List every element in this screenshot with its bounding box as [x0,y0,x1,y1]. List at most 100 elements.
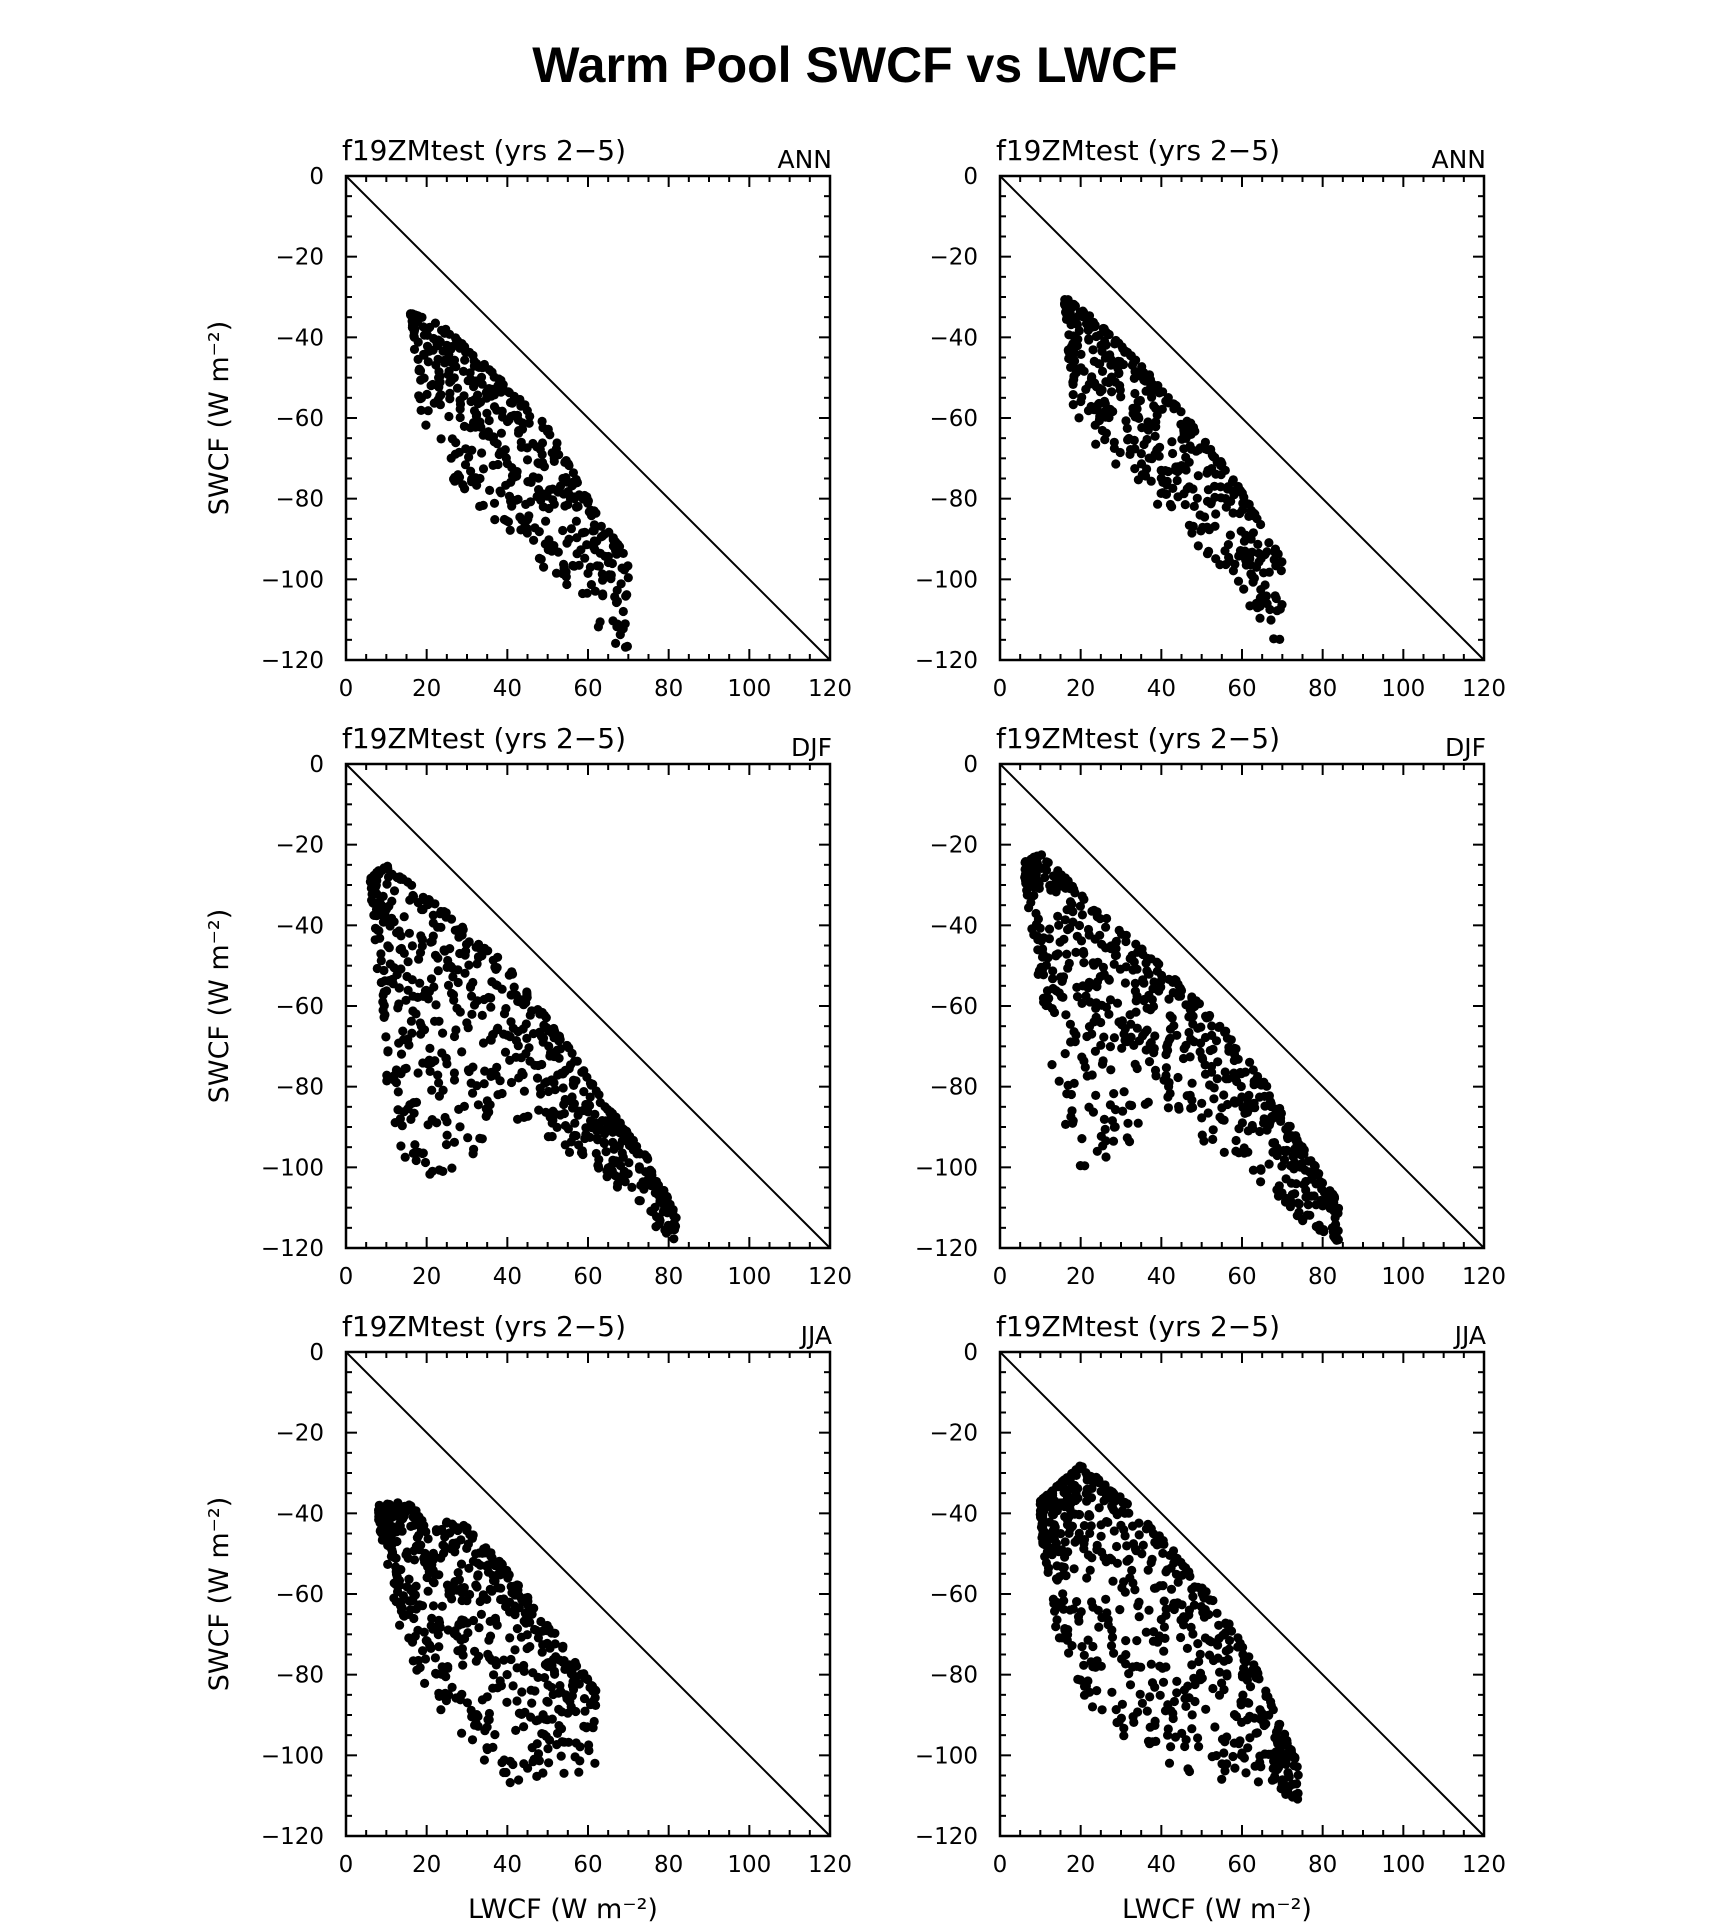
scatter-point [1211,1036,1222,1046]
scatter-point [506,1077,517,1088]
scatter-point [413,992,423,1003]
scatter-point [590,586,600,596]
scatter-point [1107,1687,1117,1697]
scatter-point [399,912,409,922]
scatter-point [1167,437,1177,447]
scatter-point [1111,944,1121,954]
x-tick-label: 120 [808,676,852,702]
scatter-point [452,383,463,393]
scatter-point [522,455,533,465]
scatter-point [1159,1596,1169,1606]
scatter-point [393,1105,403,1115]
scatter-point [556,1724,567,1734]
scatter-point [520,1597,530,1607]
scatter-point [1179,1620,1189,1630]
y-tick-label: −40 [929,1501,978,1527]
scatter-point [1082,1496,1092,1506]
scatter-point [1292,1762,1302,1772]
scatter-point [1160,1633,1170,1643]
scatter-point [1065,923,1075,933]
scatter-point [465,982,476,993]
scatter-point [552,1045,562,1055]
scatter-point [1189,1600,1199,1610]
scatter-point [1205,1595,1215,1605]
scatter-point [1067,881,1078,892]
scatter-point [396,964,406,974]
scatter-point [403,957,413,967]
scatter-point [1238,1642,1248,1652]
scatter-point [1115,1605,1125,1615]
scatter-point [1230,1098,1240,1108]
scatter-point [571,1738,581,1748]
scatter-point [441,1053,451,1063]
scatter-panel: 0 20 40 60 80 100 120 0 −20 −40 −60 −80 −100 −120 f19Z… [915,1310,1506,1925]
scatter-point [1177,1600,1187,1610]
scatter-point [1203,1108,1213,1118]
scatter-point [1287,1792,1298,1802]
scatter-point [505,1055,515,1065]
scatter-point [1300,1165,1310,1175]
scatter-point [420,1654,431,1664]
y-tick-label: 0 [309,1340,324,1366]
scatter-point [1058,1589,1068,1599]
scatter-point [1299,1180,1309,1190]
scatter-point [1100,353,1110,363]
scatter-point [415,978,425,988]
scatter-point [533,1633,544,1643]
scatter-point [1130,388,1140,399]
scatter-point [473,952,484,962]
scatter-point [400,1152,410,1162]
scatter-point [1193,1733,1203,1743]
scatter-point [1109,1122,1119,1132]
scatter-point [453,925,463,935]
season-label: ANN [1431,145,1486,174]
scatter-point [1239,492,1249,502]
scatter-point [392,1572,402,1582]
scatter-point [568,560,578,571]
scatter-point [1276,1116,1286,1126]
scatter-point [1067,1641,1077,1651]
scatter-point [1219,1748,1229,1758]
scatter-point [1263,1692,1273,1702]
scatter-point [1211,554,1221,564]
scatter-point [1163,1039,1173,1049]
scatter-point [1101,377,1111,387]
scatter-point [1181,1735,1191,1745]
scatter-point [654,1185,664,1195]
scatter-point [1153,381,1163,391]
scatter-point [1109,1526,1119,1536]
scatter-point [521,1048,531,1059]
scatter-point [1186,1622,1196,1632]
scatter-point [467,1735,478,1745]
scatter-point [538,1710,548,1720]
scatter-point [458,366,469,376]
scatter-point [506,477,516,487]
scatter-point [1323,1199,1333,1209]
scatter-point [1183,1681,1193,1691]
scatter-point [1208,1125,1218,1135]
scatter-point [1112,1541,1122,1552]
scatter-point [1195,1649,1205,1659]
scatter-point [1087,1702,1098,1712]
scatter-point [430,1016,440,1026]
scatter-point [456,1559,467,1569]
scatter-point [446,914,457,924]
season-label: DJF [1445,733,1486,762]
scatter-point [410,1590,420,1600]
scatter-point [1070,301,1080,311]
scatter-point [477,379,487,389]
scatter-point [395,1114,405,1124]
scatter-point [1231,1044,1241,1054]
scatter-point [1185,1002,1195,1012]
scatter-point [524,418,534,428]
scatter-point [1083,1635,1093,1645]
scatter-point [423,323,433,333]
scatter-point [1196,1038,1206,1048]
y-tick-label: −80 [275,1663,324,1689]
scatter-point [493,459,503,470]
scatter-point [1286,1745,1296,1755]
scatter-point [436,434,446,444]
scatter-point [571,1131,581,1141]
scatter-point [389,1075,399,1085]
scatter-point [523,477,533,487]
